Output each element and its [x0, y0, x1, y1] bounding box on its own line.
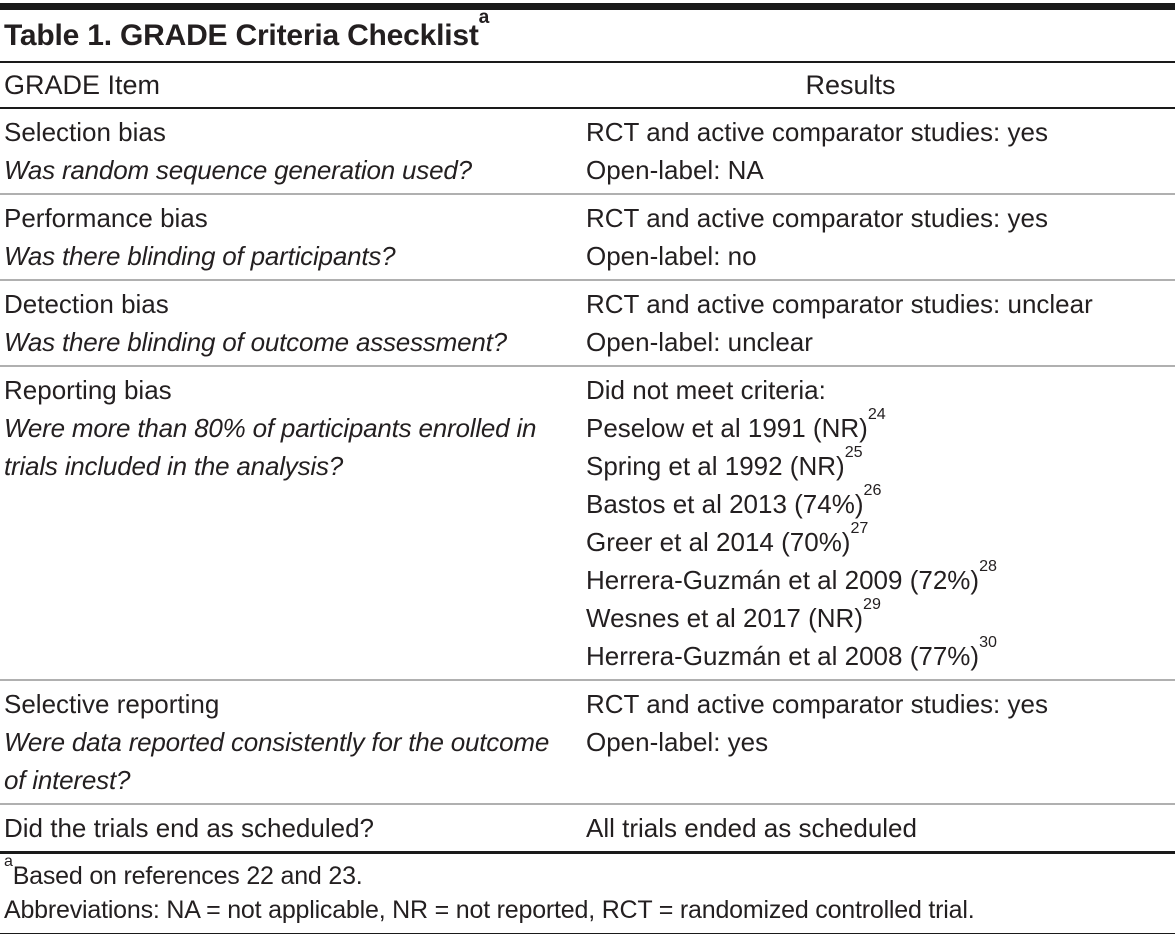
grade-item-question: Were data reported consistently for the …: [4, 727, 550, 795]
footnote-abbreviations: Abbreviations: NA = not applicable, NR =…: [4, 893, 1171, 927]
result-line: RCT and active comparator studies: yes: [586, 685, 1169, 723]
reference-number: 30: [979, 633, 997, 652]
result-text: Wesnes et al 2017 (NR): [586, 603, 863, 633]
grade-item-question: Were more than 80% of participants enrol…: [4, 413, 537, 481]
result-line: Spring et al 1992 (NR)25: [586, 444, 1169, 485]
results-cell: RCT and active comparator studies: uncle…: [586, 285, 1175, 361]
results-cell: All trials ended as scheduled: [586, 809, 1175, 847]
result-line: Wesnes et al 2017 (NR)29: [586, 596, 1169, 637]
table-top-rule: [0, 3, 1175, 10]
grade-item-label: Performance bias: [4, 203, 208, 233]
result-text: Greer et al 2014 (70%): [586, 527, 851, 557]
result-line: RCT and active comparator studies: uncle…: [586, 285, 1169, 323]
grade-item-question: Was there blinding of participants?: [4, 241, 396, 271]
result-text: Open-label: yes: [586, 727, 769, 757]
table-row: Performance bias Was there blinding of p…: [0, 195, 1175, 281]
result-line: Herrera-Guzmán et al 2008 (77%)30: [586, 634, 1169, 675]
result-line: RCT and active comparator studies: yes: [586, 199, 1169, 237]
table-row: Selection bias Was random sequence gener…: [0, 109, 1175, 195]
grade-item-label: Selective reporting: [4, 689, 220, 719]
results-cell: RCT and active comparator studies: yes O…: [586, 199, 1175, 275]
result-text: Herrera-Guzmán et al 2009 (72%): [586, 565, 980, 595]
result-text: Open-label: no: [586, 241, 757, 271]
result-text: Open-label: NA: [586, 155, 764, 185]
grade-item-cell: Performance bias Was there blinding of p…: [0, 199, 586, 275]
result-line: Open-label: unclear: [586, 323, 1169, 361]
result-line: Open-label: NA: [586, 151, 1169, 189]
result-line: Open-label: yes: [586, 723, 1169, 761]
table-row: Detection bias Was there blinding of out…: [0, 281, 1175, 367]
table-footnotes: aBased on references 22 and 23. Abbrevia…: [0, 851, 1175, 934]
result-text: Did not meet criteria:: [586, 375, 826, 405]
table-row: Reporting bias Were more than 80% of par…: [0, 367, 1175, 681]
result-line: RCT and active comparator studies: yes: [586, 113, 1169, 151]
reference-number: 25: [844, 443, 863, 462]
reference-number: 26: [863, 481, 882, 500]
result-text: Herrera-Guzmán et al 2008 (77%): [586, 641, 980, 671]
result-text: Open-label: unclear: [586, 327, 813, 357]
grade-item-label: Detection bias: [4, 289, 169, 319]
footnote-marker: a: [4, 852, 13, 870]
result-line: Bastos et al 2013 (74%)26: [586, 482, 1169, 523]
grade-item-question: Was there blinding of outcome assessment…: [4, 327, 507, 357]
result-line: Peselow et al 1991 (NR)24: [586, 406, 1169, 447]
footnote-a: aBased on references 22 and 23.: [4, 853, 1171, 893]
results-cell: Did not meet criteria: Peselow et al 199…: [586, 371, 1175, 675]
result-line: Greer et al 2014 (70%)27: [586, 520, 1169, 561]
table-header-row: GRADE Item Results: [0, 63, 1175, 109]
result-text: RCT and active comparator studies: uncle…: [586, 289, 1093, 319]
results-cell: RCT and active comparator studies: yes O…: [586, 113, 1175, 189]
reference-number: 27: [850, 519, 869, 538]
result-line: Did not meet criteria:: [586, 371, 1169, 409]
result-text: RCT and active comparator studies: yes: [586, 203, 1048, 233]
reference-number: 24: [867, 405, 886, 424]
grade-item-cell: Selective reporting Were data reported c…: [0, 685, 586, 799]
result-line: Open-label: no: [586, 237, 1169, 275]
grade-item-label: Reporting bias: [4, 375, 172, 405]
result-text: All trials ended as scheduled: [586, 813, 917, 843]
table-title-text: Table 1. GRADE Criteria Checklist: [4, 19, 479, 52]
grade-criteria-table: Table 1. GRADE Criteria Checklista GRADE…: [0, 3, 1175, 934]
grade-item-question: Was random sequence generation used?: [4, 155, 472, 185]
footnote-text: Abbreviations: NA = not applicable, NR =…: [4, 896, 975, 924]
reference-number: 29: [862, 595, 881, 614]
result-text: Peselow et al 1991 (NR): [586, 413, 868, 443]
results-cell: RCT and active comparator studies: yes O…: [586, 685, 1175, 799]
table-row: Did the trials end as scheduled? All tri…: [0, 805, 1175, 851]
grade-item-label: Selection bias: [4, 117, 166, 147]
table-row: Selective reporting Were data reported c…: [0, 681, 1175, 805]
result-line: Herrera-Guzmán et al 2009 (72%)28: [586, 558, 1169, 599]
result-line: All trials ended as scheduled: [586, 809, 1169, 847]
footnote-text: Based on references 22 and 23.: [12, 862, 363, 890]
grade-item-cell: Detection bias Was there blinding of out…: [0, 285, 586, 361]
grade-item-cell: Did the trials end as scheduled?: [0, 809, 586, 847]
result-text: RCT and active comparator studies: yes: [586, 689, 1048, 719]
result-text: Spring et al 1992 (NR): [586, 451, 845, 481]
grade-item-label: Did the trials end as scheduled?: [4, 813, 375, 843]
result-text: Bastos et al 2013 (74%): [586, 489, 864, 519]
reference-number: 28: [979, 557, 997, 576]
table-title: Table 1. GRADE Criteria Checklista: [0, 7, 1175, 63]
column-header-grade-item: GRADE Item: [4, 70, 161, 100]
grade-item-cell: Selection bias Was random sequence gener…: [0, 113, 586, 189]
result-text: RCT and active comparator studies: yes: [586, 117, 1048, 147]
column-header-results: Results: [805, 70, 896, 100]
grade-item-cell: Reporting bias Were more than 80% of par…: [0, 371, 586, 675]
table-title-footnote-marker: a: [478, 7, 490, 29]
